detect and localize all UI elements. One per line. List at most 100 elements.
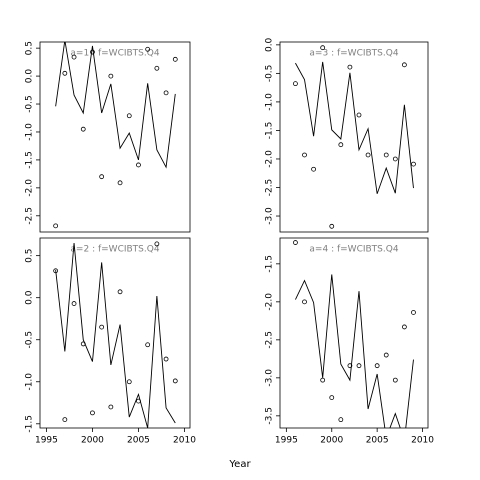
observed-point	[329, 395, 335, 401]
y-tick-label: -2.0	[265, 150, 275, 168]
x-tick-label: 1995	[275, 436, 298, 446]
observed-point	[90, 49, 95, 55]
observed-point	[356, 112, 362, 118]
observed-point	[62, 70, 68, 76]
observed-point	[126, 113, 132, 119]
y-tick-label: 0.0	[25, 69, 35, 84]
observed-point	[108, 404, 114, 410]
y-tick-label: 0.0	[265, 37, 275, 52]
x-tick-label: 2000	[320, 436, 343, 446]
observed-point	[80, 126, 86, 132]
model-line	[295, 61, 414, 194]
y-tick-label: -1.5	[265, 255, 275, 273]
y-tick-label: -2.0	[265, 293, 275, 311]
observed-point	[126, 379, 132, 385]
observed-point	[154, 241, 160, 247]
observed-point	[374, 363, 380, 369]
observed-point	[163, 356, 169, 362]
panel-frame	[39, 41, 191, 233]
panel-frame	[279, 237, 429, 429]
observed-point	[136, 162, 141, 168]
observed-point	[383, 352, 389, 358]
panel-title: a=1 : f=WCIBTS.Q4	[70, 49, 159, 59]
y-tick-label: -0.5	[25, 331, 35, 349]
y-tick-label: -0.5	[25, 95, 35, 113]
observed-point	[320, 377, 326, 383]
observed-point	[53, 223, 59, 229]
x-tick-label: 2005	[366, 436, 389, 446]
y-tick-label: -2.0	[25, 179, 35, 197]
observed-point	[347, 64, 353, 70]
observed-point	[172, 378, 178, 384]
panel-title: a=4 : f=WCIBTS.Q4	[309, 245, 398, 255]
y-tick-label: 0.5	[25, 41, 35, 55]
observed-point	[383, 152, 389, 158]
x-tick-label: 2010	[173, 436, 196, 446]
observed-point	[293, 81, 298, 87]
observed-point	[108, 73, 114, 79]
observed-point	[338, 417, 344, 423]
observed-point	[136, 398, 141, 404]
plot-area	[293, 240, 416, 428]
observed-point	[329, 223, 335, 229]
observed-point	[172, 56, 178, 62]
panel-frame	[39, 237, 191, 429]
observed-point	[71, 54, 77, 60]
observed-point	[53, 268, 59, 274]
observed-point	[320, 45, 326, 51]
y-tick-label: -1.5	[265, 122, 275, 140]
observed-point	[302, 299, 307, 305]
panel-frame	[279, 41, 429, 233]
observed-point	[90, 410, 95, 416]
observed-point	[145, 342, 151, 348]
observed-point	[117, 180, 123, 186]
observed-point	[71, 301, 77, 306]
observed-point	[311, 166, 316, 172]
y-tick-label: -1.5	[25, 415, 35, 433]
observed-point	[365, 152, 371, 158]
y-tick-label: -3.0	[265, 369, 275, 387]
observed-point	[338, 142, 344, 148]
y-tick-label: -2.5	[25, 207, 35, 225]
observed-point	[401, 62, 407, 68]
panel-title: a=2 : f=WCIBTS.Q4	[70, 245, 159, 255]
observed-point	[117, 289, 123, 295]
y-tick-label: -1.0	[265, 93, 275, 111]
y-tick-label: -1.0	[25, 123, 35, 141]
x-axis-label: Year	[228, 459, 251, 470]
observed-point	[145, 46, 151, 52]
observed-point	[347, 363, 353, 369]
x-tick-label: 1995	[35, 436, 58, 446]
observed-point	[293, 240, 298, 245]
y-tick-label: -2.5	[265, 179, 275, 197]
observed-point	[99, 174, 105, 180]
observed-point	[411, 161, 416, 167]
observed-point	[392, 377, 398, 383]
y-tick-label: -3.5	[265, 407, 275, 425]
y-tick-label: -3.0	[265, 207, 275, 225]
y-tick-label: -1.0	[25, 373, 35, 391]
plot-area	[53, 42, 178, 229]
observed-point	[392, 156, 398, 162]
observed-point	[401, 324, 407, 330]
y-tick-label: -1.5	[25, 151, 35, 169]
observed-point	[302, 152, 307, 158]
observed-point	[62, 417, 68, 422]
observed-point	[154, 65, 160, 71]
y-tick-label: -0.5	[265, 65, 275, 83]
panel-title: a=3 : f=WCIBTS.Q4	[309, 49, 398, 59]
observed-point	[163, 90, 169, 96]
x-tick-label: 2005	[127, 436, 150, 446]
x-tick-label: 2000	[81, 436, 104, 446]
model-line	[295, 274, 414, 428]
model-line	[55, 42, 176, 169]
y-tick-label: 0.0	[25, 290, 35, 305]
observed-point	[356, 363, 362, 369]
plot-area	[53, 241, 178, 428]
y-tick-label: 0.5	[25, 248, 35, 262]
y-tick-label: -2.5	[265, 331, 275, 349]
x-tick-label: 2010	[411, 436, 434, 446]
model-line	[55, 243, 176, 428]
